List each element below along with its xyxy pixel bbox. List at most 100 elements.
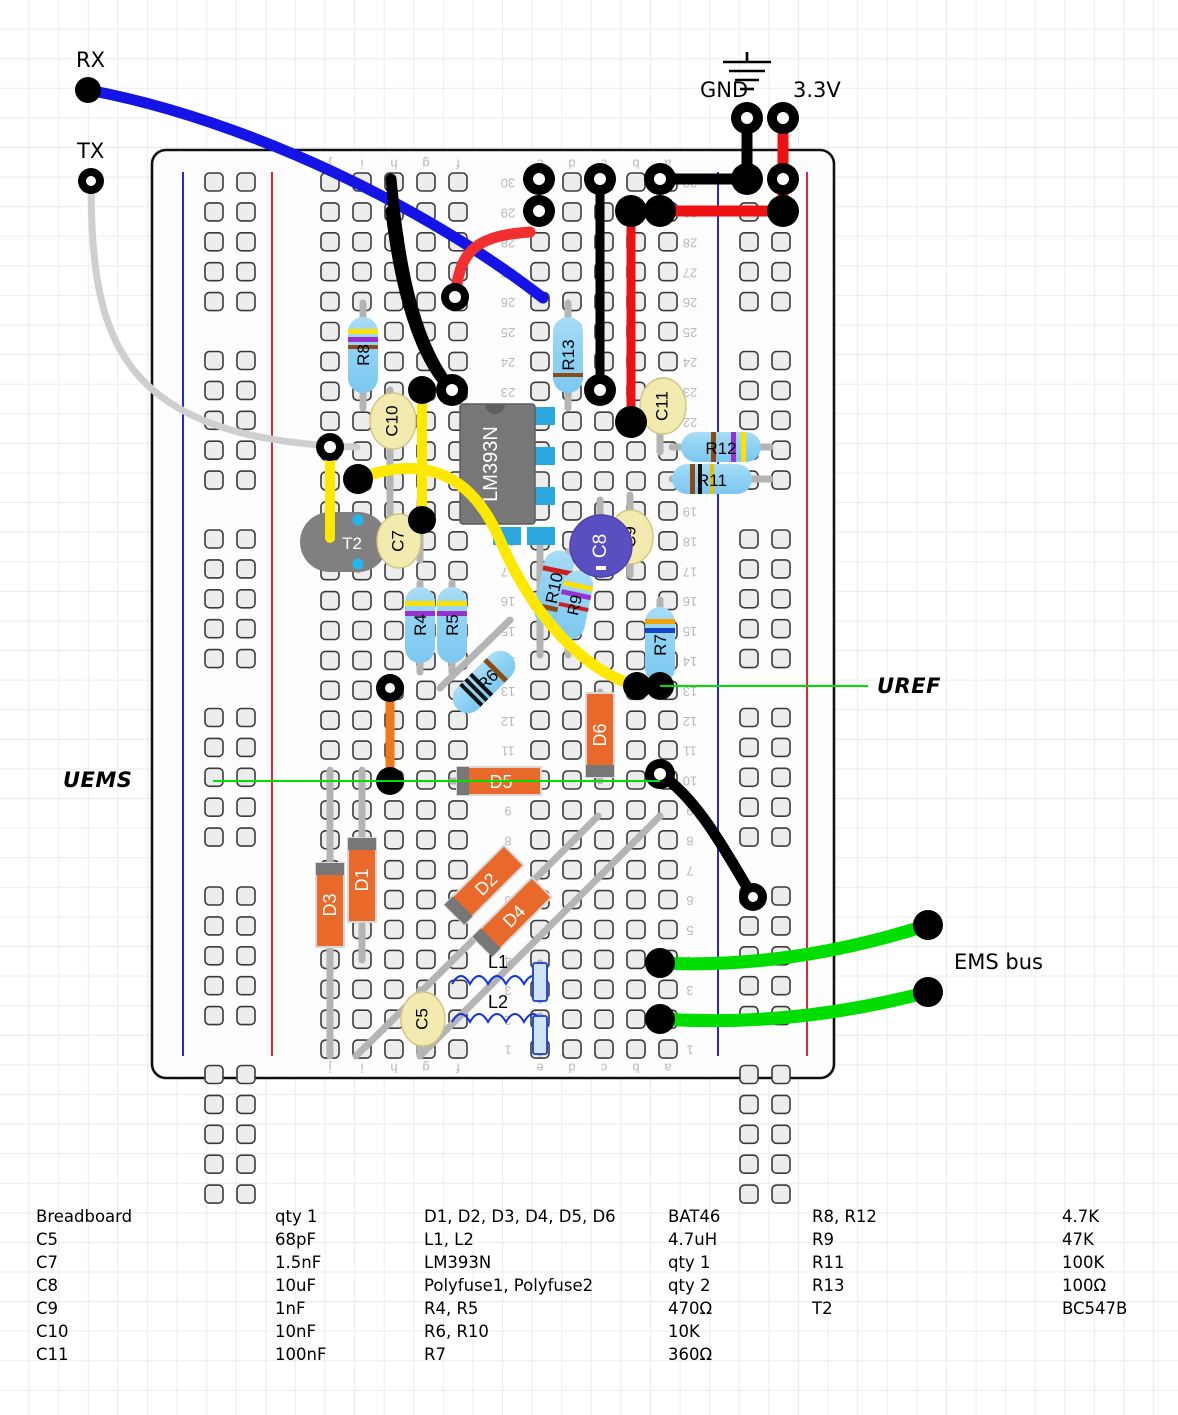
svg-text:c: c bbox=[600, 1061, 607, 1076]
label-uems: UEMS bbox=[63, 768, 133, 792]
parts-list-cell: 1nF bbox=[275, 1299, 306, 1318]
svg-text:27: 27 bbox=[683, 265, 697, 280]
svg-text:g: g bbox=[422, 1061, 429, 1076]
svg-text:11: 11 bbox=[501, 744, 515, 759]
diode-d6: D6 bbox=[585, 692, 615, 778]
svg-text:h: h bbox=[390, 1061, 397, 1076]
svg-text:24: 24 bbox=[501, 355, 515, 370]
svg-text:1: 1 bbox=[504, 1043, 511, 1058]
resistors: R8 R13 R12 R11 bbox=[348, 317, 761, 714]
parts-list-cell: C10 bbox=[36, 1322, 69, 1341]
svg-text:d: d bbox=[568, 1061, 575, 1076]
capacitor-c7: C7 bbox=[376, 513, 422, 569]
parts-list-cell: qty 1 bbox=[275, 1207, 318, 1226]
parts-list-cell: R7 bbox=[424, 1345, 446, 1364]
svg-text:R4: R4 bbox=[411, 614, 430, 636]
inductors: L1 L2 bbox=[451, 952, 543, 1025]
svg-text:b: b bbox=[632, 157, 639, 172]
svg-text:C10: C10 bbox=[382, 405, 401, 436]
svg-text:15: 15 bbox=[683, 624, 697, 639]
svg-text:25: 25 bbox=[501, 325, 515, 340]
svg-text:C7: C7 bbox=[388, 530, 407, 552]
parts-list-cell: C9 bbox=[36, 1299, 59, 1318]
parts-list-cell: D1, D2, D3, D4, D5, D6 bbox=[424, 1207, 616, 1226]
diodes: D3 D1 D5 D6 D2 bbox=[315, 692, 615, 959]
parts-list-cell: C11 bbox=[36, 1345, 69, 1364]
capacitor-c5: C5 bbox=[400, 991, 446, 1047]
parts-list-row: C7 1.5nF LM393N qty 1 R11 100K bbox=[0, 1251, 1178, 1274]
wire-black-lower bbox=[654, 768, 759, 903]
parts-list-cell: BC547B bbox=[1062, 1299, 1128, 1318]
capacitor-c11: C11 bbox=[639, 377, 687, 435]
wire-black-2 bbox=[385, 205, 458, 396]
parts-list-cell: R11 bbox=[812, 1253, 845, 1272]
parts-list-cell: R13 bbox=[812, 1276, 845, 1295]
parts-list-cell: 470Ω bbox=[668, 1299, 713, 1318]
wire-tx bbox=[87, 179, 361, 451]
svg-text:b: b bbox=[632, 1061, 639, 1076]
parts-list-cell: 100nF bbox=[275, 1345, 327, 1364]
wire-rx bbox=[82, 84, 549, 304]
svg-text:16: 16 bbox=[501, 594, 515, 609]
svg-text:12: 12 bbox=[501, 714, 515, 729]
parts-list-row: C10 10nF R6, R10 10K bbox=[0, 1320, 1178, 1343]
svg-text:26: 26 bbox=[501, 295, 515, 310]
parts-list-cell: 100K bbox=[1062, 1253, 1105, 1272]
parts-list-cell: qty 2 bbox=[668, 1276, 711, 1295]
svg-text:R13: R13 bbox=[559, 339, 578, 370]
wire-ems-1 bbox=[653, 918, 935, 971]
svg-text:3: 3 bbox=[686, 983, 693, 998]
svg-text:R12: R12 bbox=[705, 439, 736, 458]
wire-endpoints bbox=[75, 77, 943, 1034]
wire-yellow-3 bbox=[352, 462, 643, 692]
svg-text:h: h bbox=[390, 157, 397, 172]
svg-text:C8: C8 bbox=[590, 534, 611, 558]
svg-text:30: 30 bbox=[501, 176, 515, 191]
capacitors: C10 C11 C7 C9 C8 C5 bbox=[369, 377, 687, 1047]
parts-list-cell: 1.5nF bbox=[275, 1253, 322, 1272]
parts-list-cell: C8 bbox=[36, 1276, 59, 1295]
parts-list-cell: T2 bbox=[812, 1299, 833, 1318]
parts-list-cell: BAT46 bbox=[668, 1207, 721, 1226]
svg-text:f: f bbox=[456, 157, 460, 172]
label-rx: RX bbox=[76, 48, 105, 72]
parts-list-cell: 10nF bbox=[275, 1322, 316, 1341]
ic-lm393n: LM393N bbox=[459, 403, 555, 545]
svg-text:26: 26 bbox=[683, 295, 697, 310]
label-uref: UREF bbox=[877, 674, 941, 698]
parts-list-cell: 10uF bbox=[275, 1276, 316, 1295]
svg-text:8: 8 bbox=[686, 833, 693, 848]
svg-text:18: 18 bbox=[683, 534, 697, 549]
svg-text:11: 11 bbox=[683, 744, 697, 759]
svg-text:C5: C5 bbox=[412, 1008, 431, 1030]
diode-d3: D3 bbox=[315, 862, 345, 948]
polyfuses bbox=[532, 962, 548, 1055]
svg-text:22: 22 bbox=[683, 415, 697, 430]
svg-text:9: 9 bbox=[504, 803, 511, 818]
parts-list-cell: C5 bbox=[36, 1230, 59, 1249]
svg-text:13: 13 bbox=[683, 684, 697, 699]
svg-text:9: 9 bbox=[686, 803, 693, 818]
parts-list-cell: 4.7K bbox=[1062, 1207, 1100, 1226]
svg-text:25: 25 bbox=[683, 325, 697, 340]
svg-text:24: 24 bbox=[683, 355, 697, 370]
svg-text:19: 19 bbox=[683, 504, 697, 519]
svg-text:R11: R11 bbox=[697, 471, 727, 490]
parts-list-cell: 360Ω bbox=[668, 1345, 713, 1364]
parts-list-cell: 4.7uH bbox=[668, 1230, 718, 1249]
wire-ems-2 bbox=[653, 985, 935, 1028]
parts-list-cell: 68pF bbox=[275, 1230, 316, 1249]
svg-text:16: 16 bbox=[683, 594, 697, 609]
parts-list-cell: R4, R5 bbox=[424, 1299, 479, 1318]
parts-list-cell: Breadboard bbox=[36, 1207, 133, 1226]
svg-text:10: 10 bbox=[683, 774, 697, 789]
svg-text:R5: R5 bbox=[443, 614, 462, 636]
svg-text:j: j bbox=[328, 1061, 332, 1076]
power-rail-lines bbox=[182, 172, 808, 1056]
svg-text:LM393N: LM393N bbox=[480, 426, 502, 502]
svg-text:g: g bbox=[422, 157, 429, 172]
svg-text:1: 1 bbox=[686, 1043, 693, 1058]
